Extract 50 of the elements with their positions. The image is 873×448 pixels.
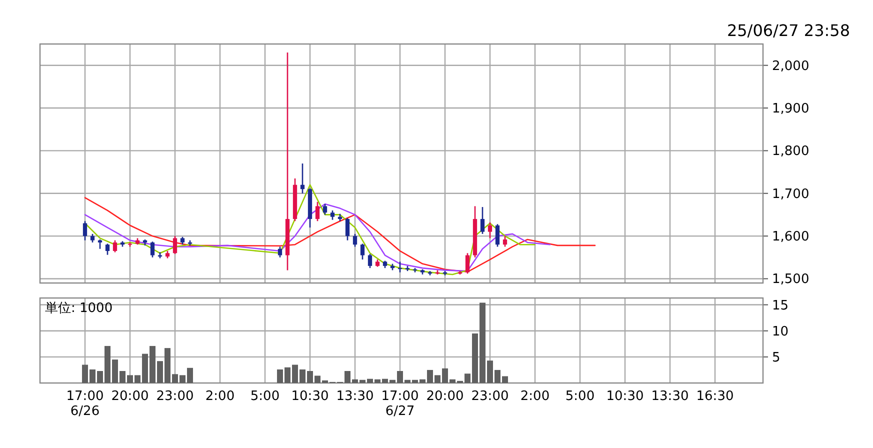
x-tick-label: 10:30	[606, 389, 644, 404]
x-tick-label: 13:30	[336, 389, 374, 404]
y-tick-label: 1,900	[772, 102, 810, 117]
candlestick	[502, 235, 508, 248]
y-tick-label: 2,000	[772, 58, 810, 74]
candlestick	[345, 217, 350, 241]
candlestick	[278, 246, 282, 258]
candlestick	[330, 210, 335, 220]
candlestick	[488, 222, 492, 239]
line-series	[84, 196, 596, 273]
candlestick	[82, 220, 88, 241]
candlestick	[398, 261, 402, 273]
candlestick	[368, 253, 372, 269]
candlestick	[352, 233, 358, 248]
x-tick-label: 20:00	[426, 389, 464, 404]
y-tick-label: 1,500	[772, 272, 810, 288]
candlestick	[172, 235, 178, 255]
x-tick-label: 23:00	[471, 389, 509, 404]
x-tick-label: 20:00	[111, 389, 149, 404]
x-tick-label: 5:00	[565, 389, 595, 404]
candlestick	[105, 243, 110, 256]
candlestick	[465, 252, 470, 274]
x-tick-label: 17:00 6/26	[66, 389, 104, 419]
annotation: 単位: 1000	[45, 301, 113, 316]
candlestick	[322, 203, 328, 216]
chart-title: 25/06/27 23:58	[726, 21, 850, 40]
x-tick-label: 16:30	[696, 389, 734, 404]
y-tick-label: 15	[772, 298, 789, 314]
x-tick-label: 17:00 6/27	[381, 389, 419, 419]
y-tick-label: 5	[772, 350, 780, 366]
x-tick-label: 2:00	[205, 389, 235, 404]
candlestick	[480, 206, 485, 235]
y-tick-label: 1,800	[772, 144, 810, 160]
y-tick-label: 10	[772, 324, 789, 340]
x-tick-label: 2:00	[520, 389, 550, 404]
candlestick	[360, 243, 365, 260]
line-series	[84, 203, 551, 272]
x-tick-label: 13:30	[651, 389, 689, 404]
x-tick-label: 10:30	[291, 389, 329, 404]
y-tick-label: 1,700	[772, 186, 810, 202]
x-tick-label: 23:00	[156, 389, 194, 404]
candlestick	[112, 240, 118, 253]
y-tick-label: 1,600	[772, 230, 810, 245]
candlestick	[300, 162, 305, 194]
line-series	[84, 184, 536, 276]
candlestick	[98, 238, 102, 250]
candlestick	[150, 240, 155, 258]
candlestick	[315, 201, 320, 222]
candlestick	[495, 223, 500, 248]
x-tick-label: 5:00	[250, 389, 280, 404]
